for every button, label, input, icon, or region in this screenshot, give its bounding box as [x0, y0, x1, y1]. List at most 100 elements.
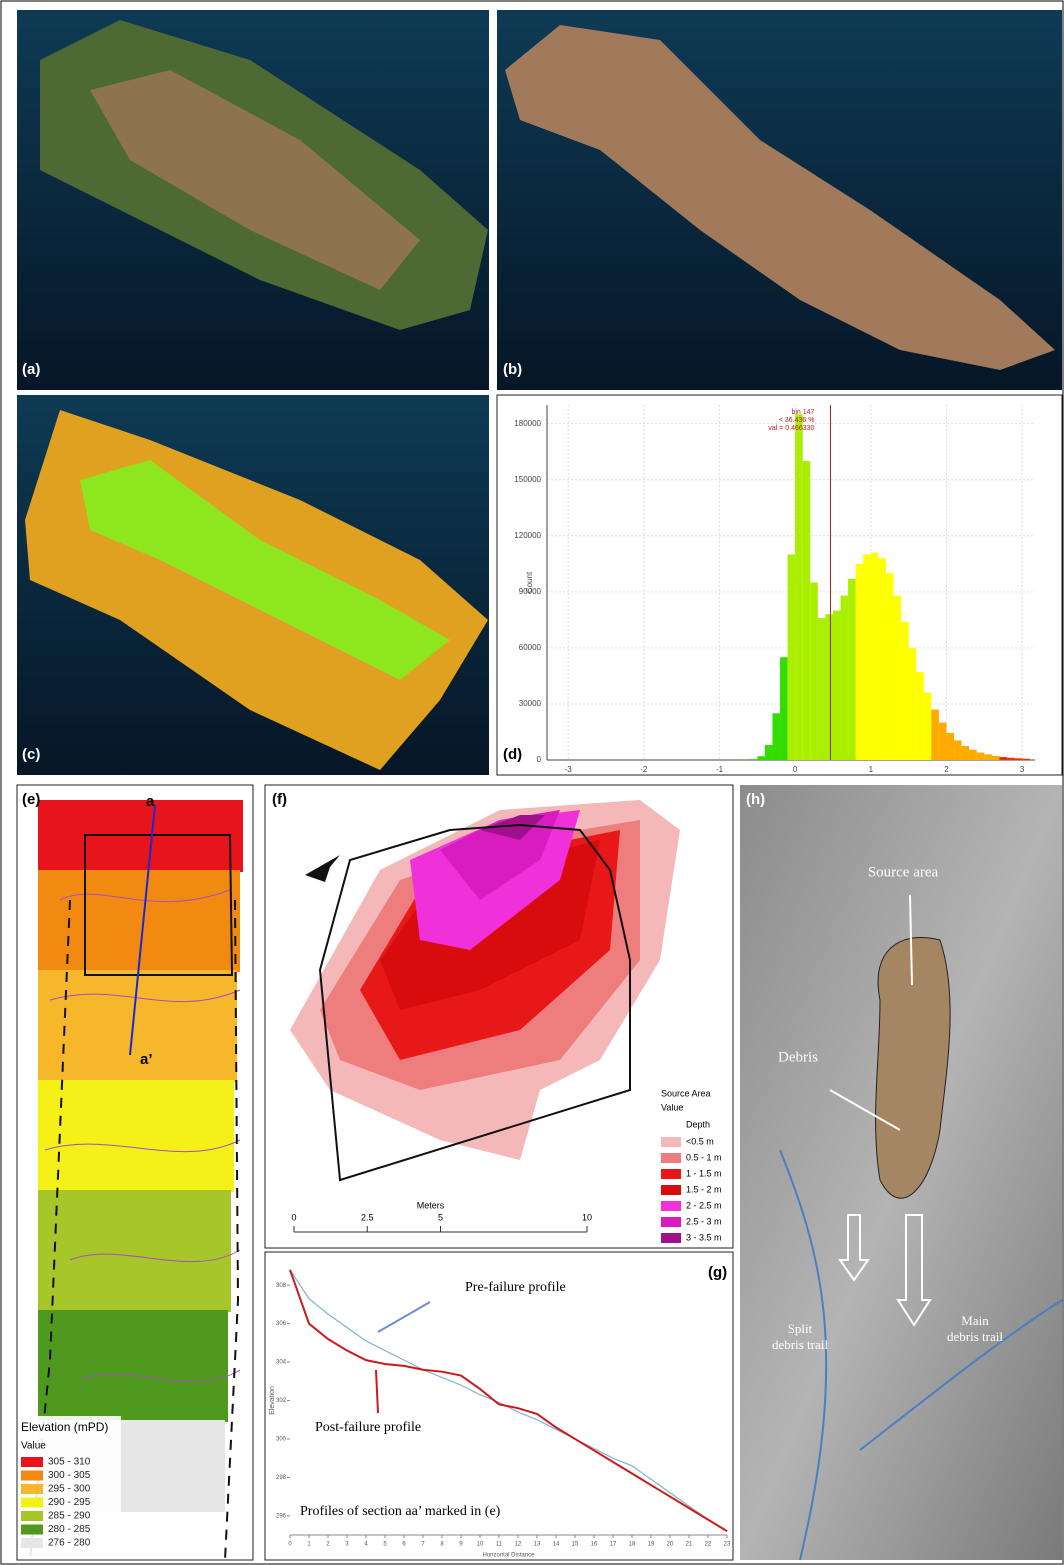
histogram-bar — [803, 461, 811, 760]
panel-label: (d) — [503, 746, 522, 763]
annotation: debris trail — [772, 1337, 828, 1352]
histogram-bar — [780, 657, 788, 760]
y-axis-label: Elevation — [269, 1386, 276, 1415]
legend-swatch — [21, 1471, 43, 1481]
legend-swatch — [661, 1233, 681, 1243]
histogram-bar — [750, 759, 758, 760]
y-tick-label: 300 — [276, 1437, 287, 1443]
legend-label: 280 - 285 — [48, 1524, 91, 1535]
y-tick-label: 0 — [537, 755, 542, 764]
legend-title: Source Area — [661, 1088, 711, 1098]
elevation-band — [38, 1190, 231, 1312]
histogram-bar — [1007, 758, 1015, 760]
legend-label: 290 - 295 — [48, 1497, 91, 1508]
histogram-bar — [894, 596, 902, 760]
histogram-bar — [871, 553, 879, 760]
cursor-text: bin 147 — [791, 409, 814, 416]
x-tick-label: 19 — [648, 1542, 655, 1548]
annotation: Pre-failure profile — [465, 1280, 566, 1295]
x-tick-label: 14 — [553, 1542, 560, 1548]
legend-label: <0.5 m — [686, 1136, 714, 1146]
panel-label: (f) — [272, 791, 287, 808]
histogram-bar — [916, 672, 924, 760]
scale-label: 5 — [438, 1212, 443, 1222]
legend-swatch — [661, 1169, 681, 1179]
legend-swatch — [21, 1525, 43, 1535]
x-tick-label: 1 — [869, 765, 874, 774]
histogram-bar — [939, 723, 947, 760]
histogram-bar — [856, 564, 864, 760]
legend-label: 3 - 3.5 m — [686, 1232, 722, 1242]
histogram-bar — [841, 596, 849, 760]
y-tick-label: 60000 — [519, 643, 542, 652]
legend-title: Elevation (mPD) — [21, 1420, 108, 1434]
histogram-bar — [863, 554, 871, 760]
x-tick-label: 20 — [667, 1542, 674, 1548]
annotation: Main — [961, 1313, 989, 1328]
x-tick-label: 23 — [724, 1542, 731, 1548]
histogram-bar — [886, 573, 894, 760]
x-tick-label: 16 — [591, 1542, 598, 1548]
y-tick-label: 30000 — [519, 699, 542, 708]
legend-swatch — [661, 1137, 681, 1147]
x-tick-label: 15 — [572, 1542, 579, 1548]
annotation: Debris — [778, 1049, 818, 1065]
y-tick-label: 120000 — [514, 531, 541, 540]
x-tick-label: 3 — [1020, 765, 1025, 774]
legend-label: 1.5 - 2 m — [686, 1184, 722, 1194]
legend-swatch — [661, 1201, 681, 1211]
histogram-bar — [1015, 758, 1023, 760]
histogram-bar — [810, 583, 818, 761]
x-tick-label: 21 — [686, 1542, 693, 1548]
annotation: Post-failure profile — [315, 1420, 421, 1435]
section-label: a — [146, 793, 155, 810]
panel-label: (g) — [708, 1264, 727, 1281]
cursor-text: val = 0.466330 — [768, 425, 814, 432]
y-tick-label: 180000 — [514, 419, 541, 428]
legend-label: 0.5 - 1 m — [686, 1152, 722, 1162]
scale-label: 0 — [291, 1212, 296, 1222]
histogram-bar — [999, 757, 1007, 760]
x-tick-label: -3 — [565, 765, 573, 774]
scale-label: 10 — [582, 1212, 592, 1222]
histogram-bar — [848, 579, 856, 760]
legend-swatch — [21, 1511, 43, 1521]
histogram-bar — [954, 740, 962, 760]
histogram-bar — [833, 611, 841, 760]
section-label: a’ — [140, 1051, 153, 1068]
legend-subtitle: Value — [21, 1441, 46, 1452]
x-tick-label: 22 — [705, 1542, 712, 1548]
histogram-bar — [984, 754, 992, 760]
panel-label: (a) — [22, 361, 40, 378]
legend-label: 2.5 - 3 m — [686, 1216, 722, 1226]
y-axis-label: Count — [525, 571, 534, 593]
panel-label: (b) — [503, 361, 522, 378]
cursor-text: < 36.436 % — [779, 417, 815, 424]
x-tick-label: 13 — [534, 1542, 541, 1548]
x-tick-label: -2 — [640, 765, 648, 774]
legend-subtitle: Value — [661, 1102, 683, 1112]
histogram-bar — [1022, 759, 1030, 760]
annotation: debris trail — [947, 1329, 1003, 1344]
x-tick-label: 10 — [477, 1542, 484, 1548]
histogram-bar — [825, 614, 833, 760]
legend-label: 305 - 310 — [48, 1457, 91, 1468]
legend-swatch — [21, 1538, 43, 1548]
legend-swatch — [661, 1217, 681, 1227]
histogram-bar — [878, 558, 886, 760]
histogram-bar — [962, 746, 970, 760]
legend-label: 2 - 2.5 m — [686, 1200, 722, 1210]
histogram-bar — [757, 756, 765, 760]
x-tick-label: 0 — [793, 765, 798, 774]
scale-title: Meters — [417, 1200, 445, 1210]
elevation-band — [38, 1310, 228, 1422]
histogram-bar — [818, 618, 826, 760]
annotation: Split — [788, 1321, 813, 1336]
legend-swatch — [21, 1457, 43, 1467]
histogram-bar — [788, 554, 796, 760]
histogram-bar — [924, 693, 932, 760]
legend-label: 295 - 300 — [48, 1484, 91, 1495]
histogram-bar — [765, 745, 773, 760]
annotation: Source area — [868, 864, 939, 880]
